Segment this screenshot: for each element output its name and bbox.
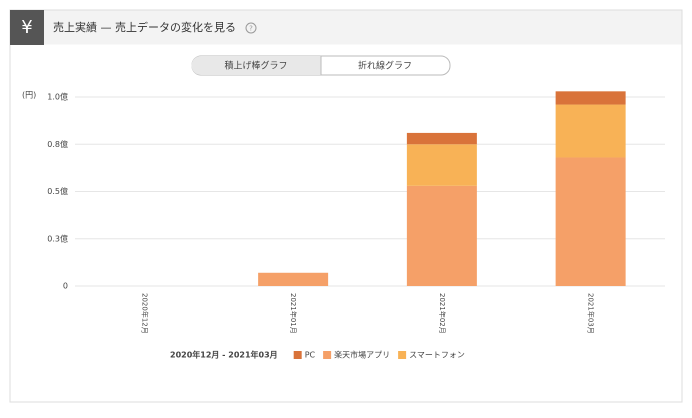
y-tick-label: 1.0億 (47, 92, 68, 102)
bar-segment (555, 91, 626, 105)
x-tick-label: 2021年01月 (289, 293, 298, 334)
y-tick-label: 0 (63, 282, 68, 291)
y-tick-label: 0.3億 (47, 233, 68, 243)
help-text[interactable]: ? (249, 25, 253, 33)
tab-active[interactable] (191, 56, 322, 75)
header-bar (10, 10, 682, 45)
legend-swatch (323, 351, 332, 359)
header-icon: ¥ (21, 17, 32, 38)
y-tick-label: 0.5億 (47, 186, 68, 196)
legend-label: スマートフォン (409, 351, 465, 360)
bar-segment (555, 157, 626, 286)
bar-segment (406, 185, 477, 286)
x-tick-label: 2021年03月 (587, 293, 596, 334)
legend-swatch (398, 351, 407, 359)
legend-swatch (293, 351, 302, 359)
help-icon[interactable] (245, 22, 257, 34)
y-axis-label: (円) (22, 91, 36, 100)
bar-segment (555, 104, 626, 158)
x-tick-label: 2021年02月 (438, 293, 447, 334)
tab[interactable]: 積上げ棒グラフ (224, 60, 287, 72)
legend-label: 楽天市場アプリ (334, 350, 390, 360)
legend-title: 2020年12月 - 2021年03月 (170, 350, 278, 360)
x-tick-label: 2020年12月 (140, 293, 149, 334)
tab[interactable]: 折れ線グラフ (358, 60, 412, 72)
y-tick-label: 0.8億 (47, 139, 68, 149)
bar-segment (406, 144, 477, 186)
legend-label: PC (305, 351, 316, 360)
header-icon-bg (10, 10, 44, 45)
bar-segment (258, 272, 329, 286)
bar-segment (406, 132, 477, 145)
header-title: 売上実績 — 売上データの変化を見る (53, 20, 236, 34)
